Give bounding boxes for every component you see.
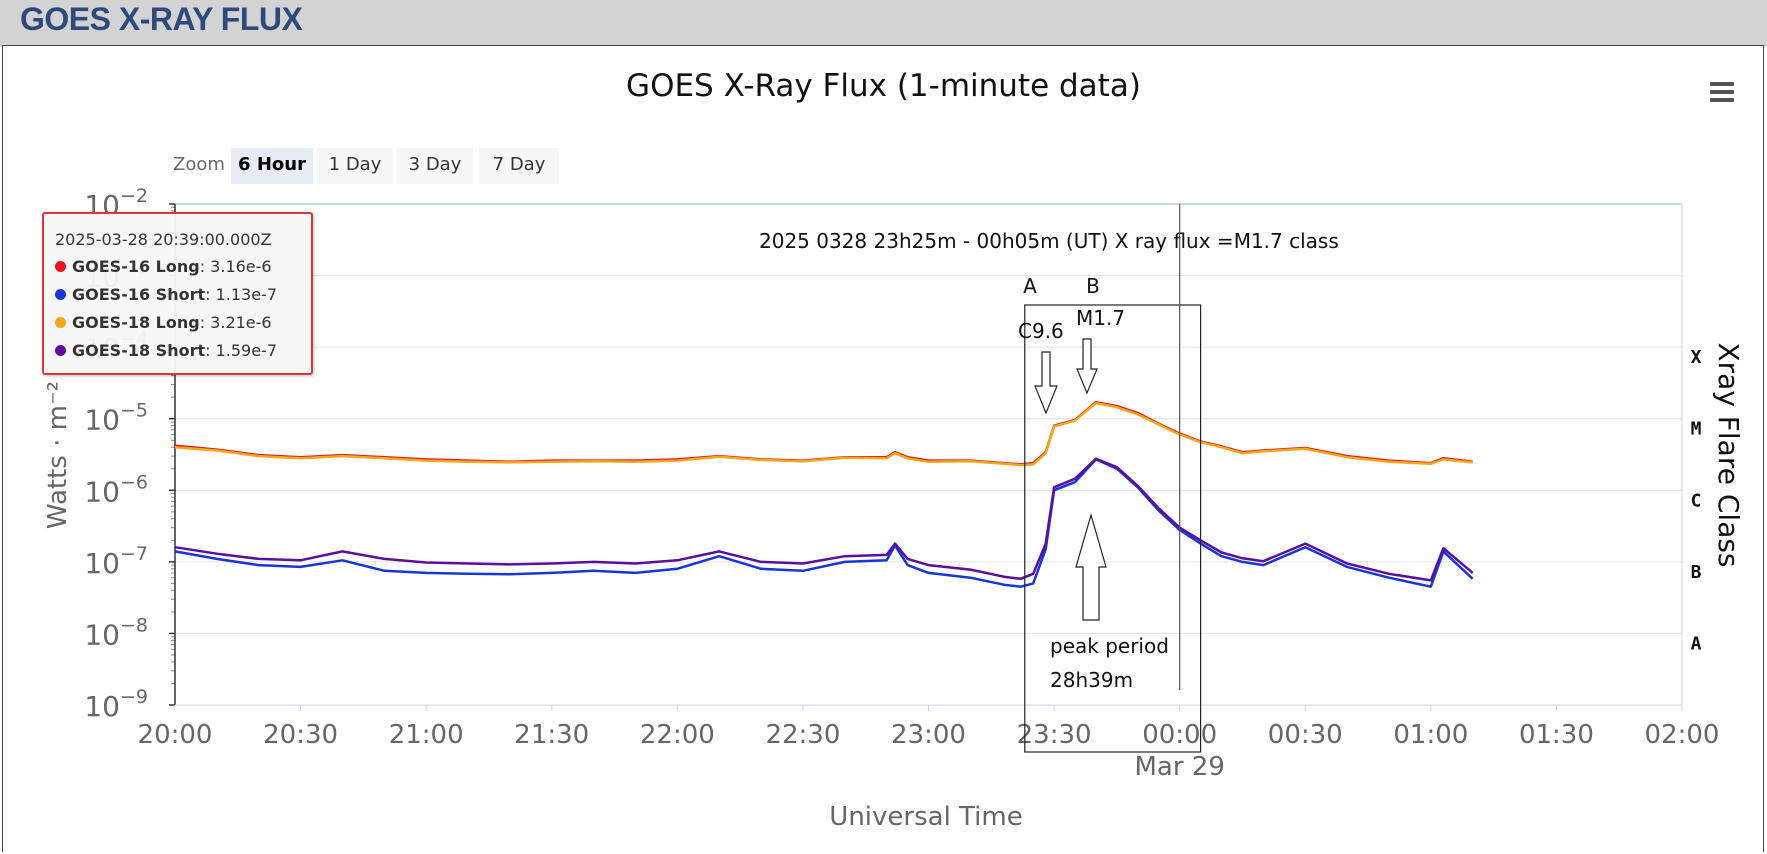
- x-tick-label: 02:00: [1645, 720, 1720, 750]
- up-arrow-icon: [1075, 512, 1107, 621]
- series-dot-icon: [55, 345, 66, 356]
- y-tick-label: 10−9: [84, 686, 148, 723]
- tooltip-row: GOES-18 Long: 3.21e-6: [55, 313, 272, 332]
- x-tick-label: 20:30: [263, 720, 338, 750]
- peak-period-label: peak period: [1050, 634, 1169, 658]
- tooltip-series-value: : 3.21e-6: [199, 313, 272, 332]
- y-tick-label: 10−5: [84, 400, 148, 437]
- series-dot-icon: [55, 317, 66, 328]
- zoom-1-day-button[interactable]: 1 Day: [317, 148, 393, 184]
- x-tick-label: 00:30: [1268, 720, 1343, 750]
- tooltip-series-name: GOES-16 Short: [72, 285, 206, 304]
- chart-title: GOES X-Ray Flux (1-minute data): [626, 68, 1141, 104]
- series-line-goes-16-short: [174, 458, 1474, 588]
- flare-period-box: [1024, 304, 1202, 753]
- tooltip-row: GOES-18 Short: 1.59e-7: [55, 341, 277, 360]
- down-arrow-icon: [1076, 338, 1098, 395]
- flare-class-label: X: [1691, 347, 1702, 368]
- flare-b-label: M1.7: [1076, 306, 1125, 330]
- tooltip-row: GOES-16 Short: 1.13e-7: [55, 285, 277, 304]
- marker-a-label: A: [1023, 274, 1037, 298]
- series-dot-icon: [55, 289, 66, 300]
- zoom-3-day-button[interactable]: 3 Day: [397, 148, 473, 184]
- tooltip-series-name: GOES-18 Short: [72, 341, 206, 360]
- x-tick-label: 01:30: [1519, 720, 1594, 750]
- y-axis-title: Watts · m⁻²: [43, 381, 73, 529]
- y-right-axis-title: Xray Flare Class: [1712, 342, 1745, 567]
- x-tick-label: 20:00: [138, 720, 213, 750]
- tooltip: 2025-03-28 20:39:00.000Z GOES-16 Long: 3…: [42, 212, 313, 375]
- y-tick-label: 10−8: [84, 614, 148, 651]
- series-dot-icon: [55, 261, 66, 272]
- zoom-6-hour-button[interactable]: 6 Hour: [231, 148, 313, 184]
- x-tick-label: 23:00: [891, 720, 966, 750]
- x-tick-label: 23:30: [1017, 720, 1092, 750]
- zoom-label: Zoom: [173, 154, 225, 175]
- series-line-goes-16-long: [174, 400, 1473, 466]
- event-annotation: 2025 0328 23h25m - 00h05m (UT) X ray flu…: [759, 229, 1339, 253]
- y-tick-label: 10−6: [84, 471, 148, 508]
- x-tick-label: 21:30: [514, 720, 589, 750]
- peak-time-label: 28h39m: [1050, 668, 1133, 692]
- page-header: GOES X-RAY FLUX: [0, 0, 1767, 46]
- x-tick-label: 22:00: [640, 720, 715, 750]
- tooltip-series-name: GOES-16 Long: [72, 257, 200, 276]
- x-axis-title: Universal Time: [829, 802, 1022, 832]
- series-line-goes-18-long: [174, 401, 1473, 467]
- marker-b-label: B: [1086, 274, 1100, 298]
- tooltip-row: GOES-16 Long: 3.16e-6: [55, 257, 272, 276]
- x-tick-label: 22:30: [765, 720, 840, 750]
- series-line-goes-18-short: [174, 457, 1474, 582]
- tooltip-series-value: : 3.16e-6: [199, 257, 272, 276]
- tooltip-series-value: : 1.13e-7: [205, 285, 278, 304]
- tooltip-time: 2025-03-28 20:39:00.000Z: [55, 230, 272, 249]
- chart-menu-icon[interactable]: [1707, 78, 1737, 108]
- flare-a-label: C9.6: [1018, 319, 1064, 343]
- tooltip-series-value: : 1.59e-7: [205, 341, 278, 360]
- flare-class-label: M: [1691, 419, 1702, 440]
- flare-class-label: C: [1691, 490, 1702, 511]
- page-header-title: GOES X-RAY FLUX: [20, 1, 303, 37]
- y-tick-label: 10−7: [84, 543, 148, 580]
- x-tick-label: 00:00: [1142, 720, 1217, 750]
- zoom-7-day-button[interactable]: 7 Day: [479, 148, 559, 184]
- tooltip-series-name: GOES-18 Long: [72, 313, 200, 332]
- x-tick-label: 01:00: [1393, 720, 1468, 750]
- flare-class-label: B: [1691, 562, 1702, 583]
- x-date-label: Mar 29: [1134, 752, 1224, 782]
- flare-class-label: A: [1691, 633, 1702, 654]
- x-tick-label: 21:00: [389, 720, 464, 750]
- down-arrow-icon: [1034, 351, 1058, 415]
